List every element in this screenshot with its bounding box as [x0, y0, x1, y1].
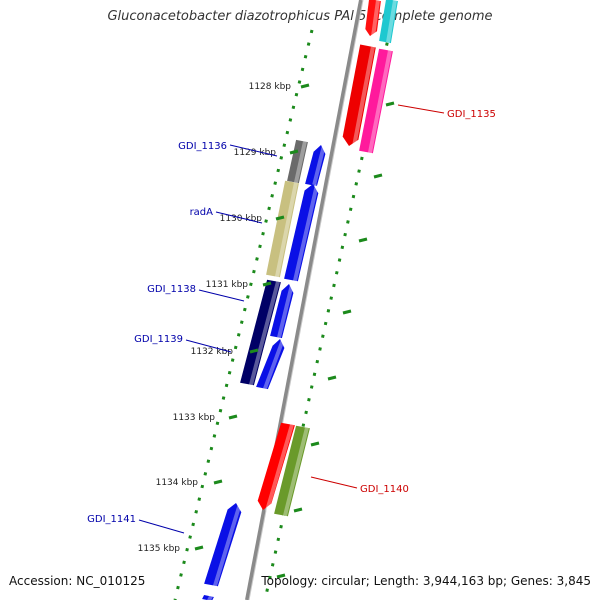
- gene-label[interactable]: GDI_1141: [87, 514, 136, 525]
- tick-mark-right: [327, 375, 337, 381]
- gene-top-red[interactable]: [365, 0, 381, 37]
- gene-bottom-blue[interactable]: [202, 595, 214, 600]
- gene-gdi-1138-blue[interactable]: [270, 284, 294, 339]
- tick-label: 1128 kbp: [249, 82, 292, 92]
- topology-text: Topology: circular; Length: 3,944,163 bp…: [261, 574, 591, 588]
- gene-label[interactable]: GDI_1139: [134, 334, 183, 345]
- gene-gdi-1140-olive[interactable]: [274, 425, 310, 517]
- map-title: Gluconacetobacter diazotrophicus PAl 5, …: [107, 9, 493, 24]
- tick-mark-left: [213, 479, 223, 485]
- gene-gdi-1141-blue[interactable]: [204, 503, 242, 587]
- tick-label: 1130 kbp: [220, 214, 263, 224]
- tick-label: 1131 kbp: [206, 280, 249, 290]
- gene-gdi-1136-blue[interactable]: [305, 145, 326, 187]
- tick-mark-left: [275, 215, 285, 221]
- tick-mark-left: [262, 281, 272, 287]
- gene-gdi-1138-navy[interactable]: [240, 279, 281, 386]
- gene-pink-1135[interactable]: [359, 48, 393, 154]
- tick-mark-right: [373, 173, 383, 179]
- gene-gdi-1139-blue[interactable]: [256, 339, 285, 390]
- gene-label[interactable]: GDI_1138: [147, 284, 196, 295]
- label-leader-line: [185, 339, 232, 353]
- tick-label: 1133 kbp: [173, 413, 216, 423]
- gene-red-1135a[interactable]: [342, 44, 376, 148]
- left-scale-track: [173, 29, 314, 600]
- gene-label[interactable]: GDI_1136: [178, 141, 227, 152]
- tick-mark-left: [289, 149, 299, 155]
- gene-gdi-1140-red[interactable]: [257, 422, 295, 512]
- label-leader-line: [397, 104, 445, 114]
- label-leader-line: [229, 144, 278, 157]
- gene-grey[interactable]: [287, 139, 308, 184]
- gene-rada-blue[interactable]: [284, 184, 319, 282]
- gene-label[interactable]: radA: [190, 207, 214, 218]
- label-leader-line: [198, 289, 245, 302]
- tick-mark-left: [228, 414, 238, 420]
- gene-label[interactable]: GDI_1135: [447, 109, 496, 120]
- gene-rada-tan[interactable]: [266, 180, 299, 278]
- tick-mark-left: [300, 83, 310, 89]
- tick-mark-right: [358, 237, 368, 243]
- tick-label: 1135 kbp: [138, 544, 181, 554]
- gene-top-cyan[interactable]: [379, 0, 398, 44]
- tick-mark-right: [293, 507, 303, 513]
- tick-label: 1132 kbp: [191, 347, 234, 357]
- tick-mark-right: [342, 309, 352, 315]
- tick-label: 1134 kbp: [156, 478, 199, 488]
- tick-mark-left: [194, 545, 204, 551]
- label-leader-line: [310, 476, 358, 489]
- tick-mark-right: [385, 101, 395, 107]
- accession-text: Accession: NC_010125: [9, 574, 146, 588]
- tick-mark-left: [249, 348, 259, 354]
- tick-mark-right: [276, 573, 286, 579]
- label-leader-line: [138, 519, 185, 534]
- tick-label: 1129 kbp: [234, 148, 277, 158]
- gene-label[interactable]: GDI_1140: [360, 484, 409, 495]
- tick-mark-right: [310, 441, 320, 447]
- label-leader-line: [215, 211, 263, 224]
